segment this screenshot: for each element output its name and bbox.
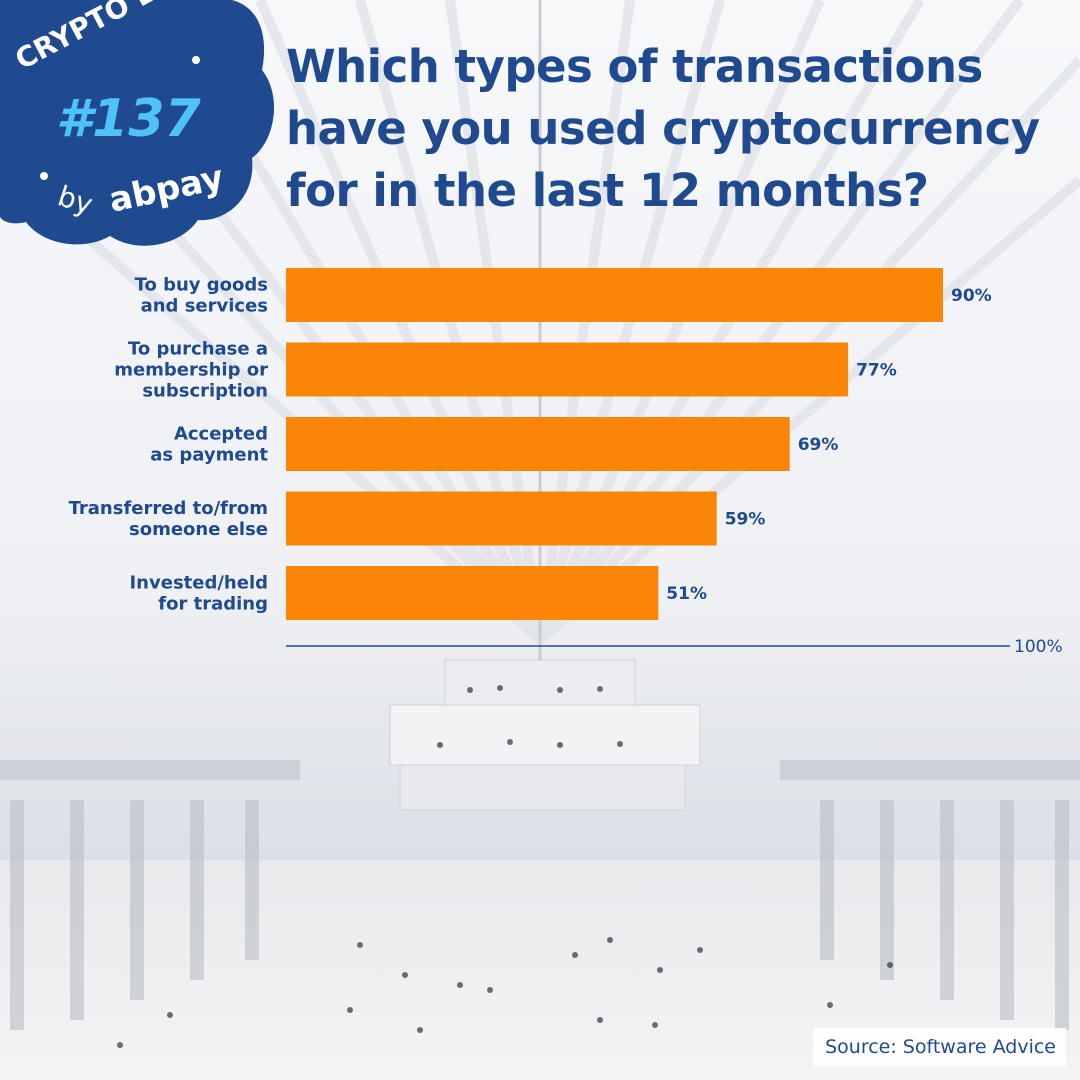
bar [286,417,790,471]
bar [286,566,659,620]
bar [286,491,717,546]
category-label: To purchase a membership or subscription [114,339,268,402]
category-label: Transferred to/from someone else [69,498,268,540]
bar-value-label: 77% [856,361,897,381]
bar-value-label: 59% [725,510,766,530]
badge-dot-icon [40,172,48,180]
bar-chart: 90% To buy goods and services 77% To purchas… [69,268,1063,657]
bar [286,268,943,322]
bar-value-label: 51% [666,584,707,604]
category-label-line: Accepted [174,424,268,445]
category-label-line: subscription [142,381,268,402]
category-label: To buy goods and services [135,275,268,317]
crypto-bites-badge: CRYPTO BITES #137 by abpay [0,0,275,246]
category-label: Accepted as payment [150,424,268,466]
page-title: Which types of transactions have you use… [286,40,1040,217]
bar-value-label: 90% [951,286,992,306]
category-label-line: membership or [114,360,268,381]
x-axis-end-label: 100% [1014,637,1063,657]
category-label-line: Transferred to/from [69,498,268,519]
badge-dot-icon [192,56,200,64]
category-label-line: and services [141,296,268,317]
category-label-line: as payment [150,445,268,466]
badge-cloud-shape [0,0,275,246]
badge-number: #137 [56,89,202,149]
category-label-line: To purchase a [128,339,268,360]
category-label-line: someone else [129,519,268,540]
source-caption: Source: Software Advice [813,1028,1066,1066]
bar [286,342,849,397]
bar-value-label: 69% [798,435,839,455]
category-label: Invested/held for trading [129,573,268,615]
category-label-line: for trading [158,594,268,615]
category-label-line: To buy goods [135,275,268,296]
category-label-line: Invested/held [129,573,268,594]
